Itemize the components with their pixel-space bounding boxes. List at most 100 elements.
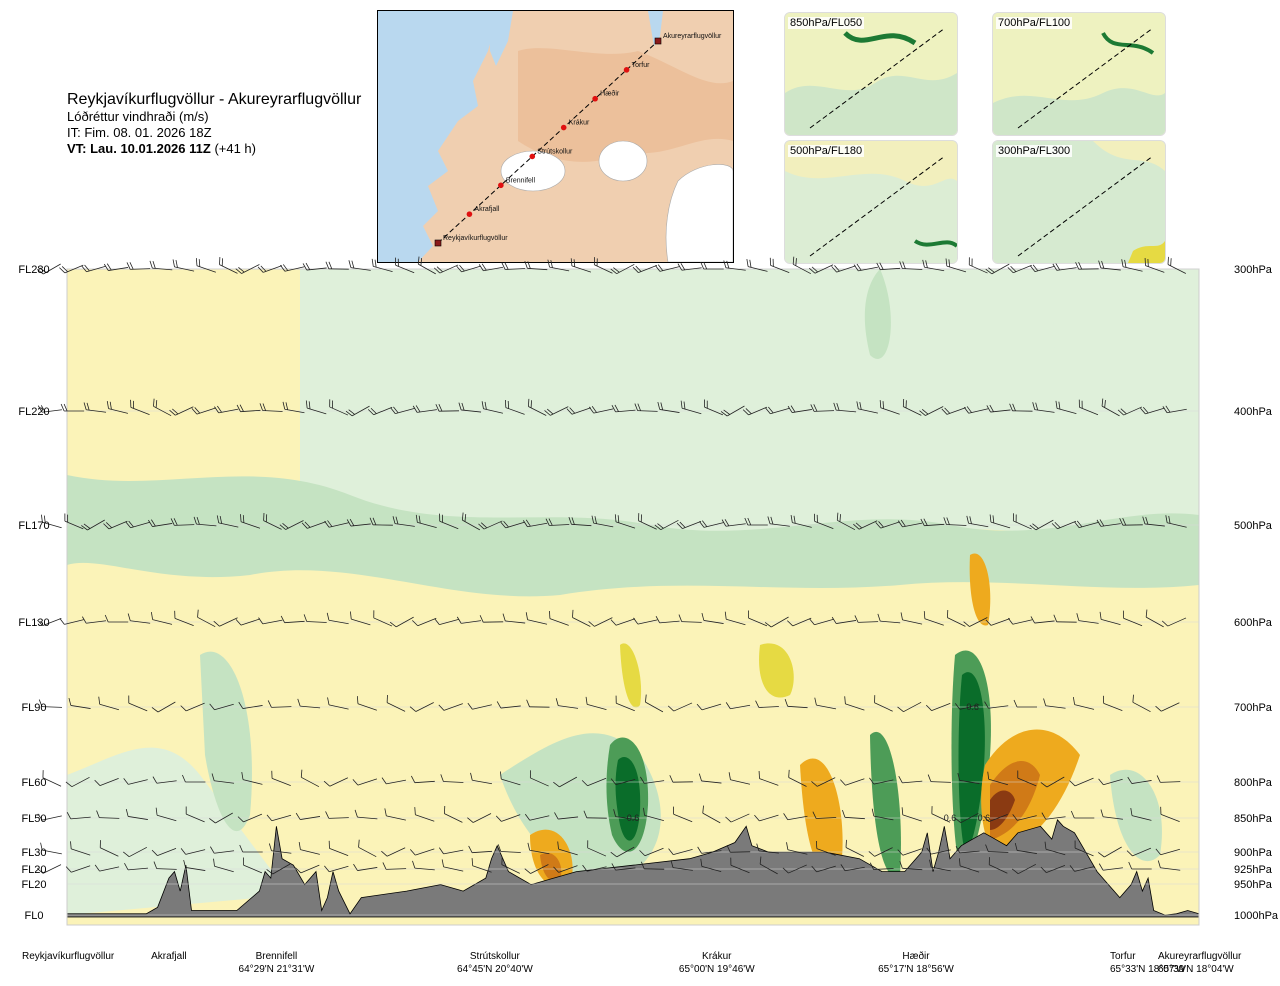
left-tick-label: FL50 [21,813,46,825]
right-axis-ticks: 300hPa400hPa500hPa600hPa700hPa800hPa850h… [1234,264,1279,922]
chart-title: Reykjavíkurflugvöllur - Akureyrarflugvöl… [67,90,361,109]
wind-barb-flag [152,261,156,268]
right-tick-label: 700hPa [1234,702,1273,714]
valid-time-offset: (+41 h) [214,141,256,156]
left-tick-label: FL220 [18,406,49,418]
valid-time-main: VT: Lau. 10.01.2026 11Z [67,141,211,156]
location-coord: 65°00'N 19°46'W [679,964,755,975]
wind-barb-flag [1098,261,1102,268]
issue-time: IT: Fim. 08. 01. 2026 18Z [67,125,361,141]
wind-barb-flag [726,261,730,268]
right-tick-label: 400hPa [1234,406,1273,418]
location-coord: 64°29'N 21°31'W [239,964,315,975]
route-waypoint-marker [529,154,535,160]
wind-barb-flag [1120,259,1124,266]
wind-barb-flag [748,260,753,268]
chart-title-block: Reykjavíkurflugvöllur - Akureyrarflugvöl… [67,90,361,157]
wind-barb [701,262,724,269]
route-waypoint-marker [592,96,598,102]
right-tick-label: 500hPa [1234,520,1273,532]
right-tick-label: 600hPa [1234,617,1273,629]
left-tick-label: FL130 [18,617,49,629]
wind-barb-flag [569,258,574,266]
wind-barb-flag [1165,257,1171,265]
peak-value-label: 0.6 [966,702,979,712]
wind-barb-flag [902,261,905,268]
location-name: Akureyrarflugvöllur [1158,951,1242,962]
wind-barb-flag [921,260,925,267]
wind-barb-flag [393,258,398,266]
wind-barb-flag [899,261,902,268]
wind-barb [502,261,525,269]
location-name: Reykjavíkurflugvöllur [22,951,115,962]
wind-barb-flag [1079,262,1082,269]
mini-map-850: 850hPa/FL050 [784,12,958,136]
location-coord: 65°17'N 18°56'W [878,964,954,975]
right-tick-label: 1000hPa [1234,910,1279,922]
wind-barb-flag [194,258,199,266]
wind-barb-flag [924,260,928,267]
glacier-hofsjokull [599,141,647,181]
wind-barb-flag [704,262,707,269]
peak-value-label: 0.6 [978,813,991,823]
mini-map-700: 700hPa/FL100 [992,12,1166,136]
right-tick-label: 925hPa [1234,864,1273,876]
left-tick-label: FL60 [21,777,46,789]
wind-barb-flag [60,618,65,626]
wind-barb-flag [527,261,530,268]
wind-barb-flag [524,261,527,268]
route-endpoint-marker [655,38,661,44]
wind-barb-flag [947,259,952,267]
wind-barb-flag [130,262,133,269]
wind-barb-flag [745,259,750,267]
mini-map-300-svg [993,141,1165,263]
location-name: Krákur [702,951,732,962]
mini-map-500: 500hPa/FL180 [784,140,958,264]
route-endpoint-marker [435,240,441,246]
wind-barb-flag [547,260,551,267]
wind-barb-flag [505,262,508,269]
route-waypoint-marker [561,125,567,131]
route-waypoint-label: Krákur [569,120,590,127]
wind-barb-flag [348,260,352,267]
wind-barb-flag [944,259,949,267]
wind-barb-flag [572,259,577,267]
wind-barb-flag [1123,260,1127,267]
wind-barb-flag [329,262,332,269]
mini-map-700-label: 700hPa/FL100 [996,17,1072,29]
location-name: Torfur [1110,951,1136,962]
mini-map-700-svg [993,13,1165,135]
mini-map-300: 300hPa/FL300 [992,140,1166,264]
wind-barb [326,262,349,269]
wind-barb-flag [1143,258,1148,266]
wind-barb-flag [351,261,355,268]
field-layer [67,269,1199,925]
route-waypoint-marker [624,67,630,73]
left-tick-label: FL170 [18,520,49,532]
wind-barb [1076,262,1099,269]
route-waypoint-label: Brennifell [506,177,536,184]
location-name: Strútskollur [470,951,521,962]
mini-map-500-label: 500hPa/FL180 [788,145,864,157]
wind-barb-flag [127,262,130,269]
route-waypoint-label: Akrafjall [474,206,499,213]
right-tick-label: 900hPa [1234,847,1273,859]
wind-barb [127,262,150,270]
right-tick-label: 850hPa [1234,813,1273,825]
wind-barb-flag [175,260,179,267]
route-waypoint-label: Reykjavíkurflugvöllur [443,235,508,242]
right-tick-label: 950hPa [1234,879,1273,891]
wind-barb-flag [791,257,797,265]
peak-value-label: 0.6 [944,813,957,823]
chart-subtitle: Lóðréttur vindhraði (m/s) [67,109,361,125]
location-coord: 64°45'N 20°40'W [457,964,533,975]
wind-barb-flag [59,266,64,274]
wind-barb [899,261,922,269]
wind-barb-flag [172,259,176,266]
left-tick-label: FL20 [21,864,46,876]
route-waypoint-label: Hæðir [600,90,620,98]
